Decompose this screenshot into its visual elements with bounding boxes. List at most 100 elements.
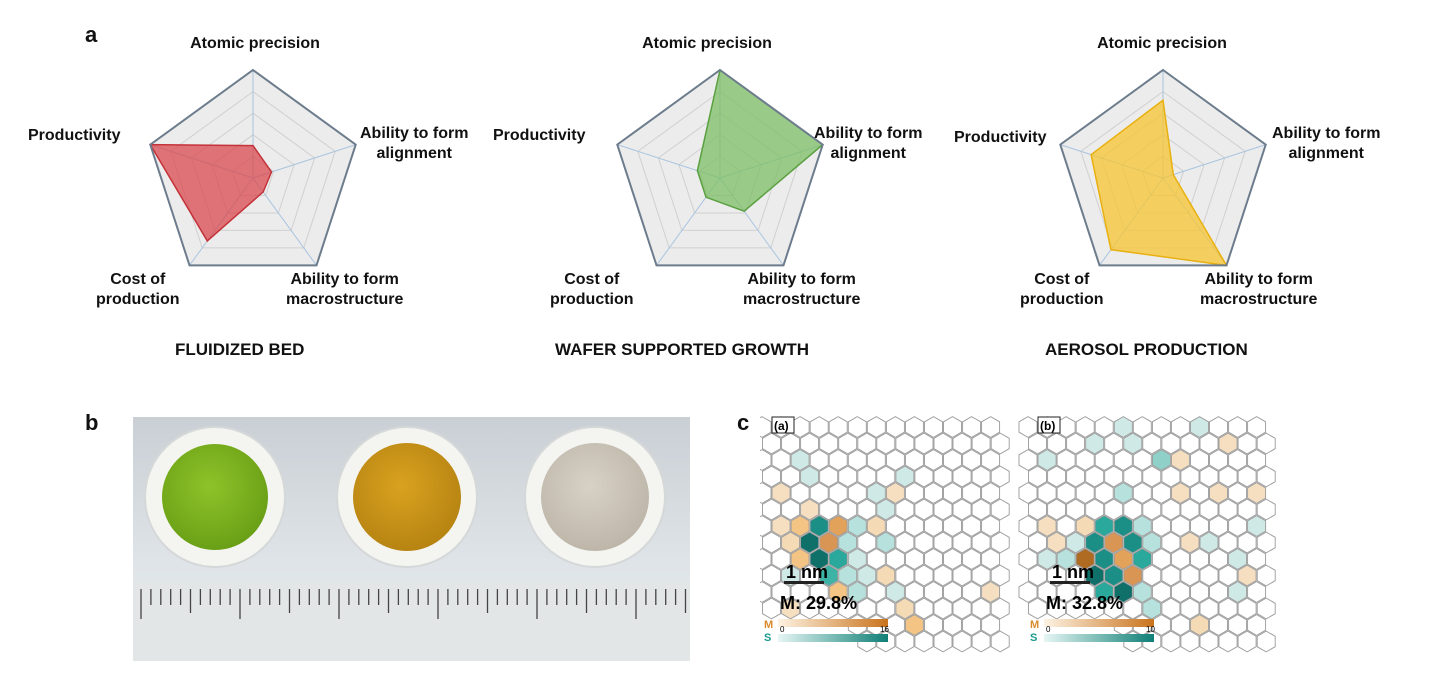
- hex-cell: [1209, 548, 1228, 570]
- hex-cell: [1190, 614, 1209, 636]
- hex-cell: [933, 630, 953, 653]
- scale-label: 1 nm: [1052, 562, 1094, 582]
- hex-cell: [981, 482, 1001, 504]
- hex-cell: [1066, 597, 1086, 620]
- hex-cell: [781, 597, 801, 620]
- hex-cell: [771, 515, 791, 537]
- radar-chart-wafer-supported-growth: Atomic precision Ability to form alignmen…: [487, 20, 922, 340]
- hex-cell: [1170, 449, 1190, 471]
- hex-cell: [760, 548, 772, 570]
- hex-cell: [800, 564, 820, 587]
- hex-cell: [1190, 581, 1209, 603]
- hex-cell: [1237, 597, 1257, 620]
- hex-cell: [895, 465, 915, 488]
- hex-cell: [819, 564, 839, 587]
- hex-cell: [1113, 449, 1133, 471]
- hex-cell: [1142, 531, 1162, 554]
- hex-cell: [1123, 564, 1143, 587]
- hex-cell: [914, 564, 934, 587]
- hex-cell: [828, 449, 848, 471]
- hex-cell: [800, 597, 820, 620]
- legend-m-label: M: [1030, 619, 1039, 631]
- hex-cell: [1075, 482, 1095, 504]
- hex-cell: [1018, 449, 1038, 471]
- hex-cell: [1170, 548, 1190, 570]
- hex-cell: [1037, 449, 1057, 471]
- hex-cell: [1151, 515, 1171, 537]
- axis-label-cost: Cost of production: [96, 271, 180, 308]
- hex-cell: [990, 465, 1010, 488]
- hex-cell: [1161, 498, 1181, 521]
- hex-cell: [895, 498, 915, 521]
- hex-cell: [1247, 416, 1267, 438]
- legend-s-gradient: [778, 634, 888, 642]
- hex-cell: [1199, 597, 1219, 620]
- hex-cell: [971, 465, 991, 488]
- hex-cell: [981, 581, 1001, 603]
- hex-cell: [1104, 432, 1124, 455]
- hex-cell: [1180, 630, 1200, 653]
- hex-cell: [857, 597, 877, 620]
- hex-cell: [924, 614, 943, 636]
- film-disc-amber: [353, 443, 461, 551]
- hex-cell: [847, 581, 867, 603]
- hex-cell: [771, 548, 791, 570]
- hex-cell: [1237, 432, 1257, 455]
- hex-cell: [1237, 498, 1257, 521]
- hex-cell: [762, 531, 781, 554]
- hex-cell: [800, 465, 820, 488]
- hex-cell: [838, 531, 858, 554]
- hex-cell: [847, 449, 867, 471]
- hex-cell: [962, 449, 982, 471]
- hex-cell: [895, 531, 915, 554]
- hex-cell: [914, 432, 934, 455]
- hex-cell: [1218, 531, 1238, 554]
- hex-cell: [1170, 416, 1190, 438]
- hex-cell: [838, 465, 858, 488]
- hex-cell: [1247, 515, 1267, 537]
- caption-wafer-supported-growth: WAFER SUPPORTED GROWTH: [555, 340, 810, 359]
- axis-label-macrostructure: Ability to form macrostructure: [1200, 271, 1318, 308]
- hex-cell: [1047, 564, 1067, 587]
- ruler-ticks: [140, 589, 687, 619]
- hex-cell: [838, 597, 858, 620]
- axis-label-cost: Cost of production: [1020, 271, 1104, 308]
- hex-cell: [1056, 515, 1076, 537]
- hex-cell: [1209, 581, 1228, 603]
- scale-bar: [1050, 581, 1090, 584]
- hex-cell: [990, 564, 1010, 587]
- hex-cell: [1066, 432, 1086, 455]
- hex-cell: [1075, 548, 1095, 570]
- hex-cell: [1123, 498, 1143, 521]
- hex-cell: [952, 465, 972, 488]
- hex-cell: [904, 614, 924, 636]
- hex-cell: [1199, 531, 1219, 554]
- axis-label-alignment: Ability to form alignment: [814, 125, 923, 162]
- hex-cell: [1218, 597, 1238, 620]
- hex-cell: [781, 465, 801, 488]
- hex-cell: [1047, 465, 1067, 488]
- hex-cell: [1094, 449, 1114, 471]
- hex-cell: [1209, 449, 1228, 471]
- hex-cell: [1237, 531, 1257, 554]
- hex-cell: [1161, 432, 1181, 455]
- panel-label-c: c: [737, 410, 750, 435]
- hex-cell: [933, 564, 953, 587]
- hex-cell: [1170, 614, 1190, 636]
- hex-cell: [790, 515, 810, 537]
- hex-cell: [971, 564, 991, 587]
- hex-cell: [914, 465, 934, 488]
- radar-svg: [148, 68, 357, 267]
- hex-cell: [971, 630, 991, 653]
- hex-cell: [952, 564, 972, 587]
- hex-cell: [866, 515, 886, 537]
- hex-cell: [914, 498, 934, 521]
- hex-cell: [895, 432, 915, 455]
- hex-cell: [952, 432, 972, 455]
- hex-cell: [1151, 482, 1171, 504]
- hex-cell: [1123, 432, 1143, 455]
- hex-cell: [971, 432, 991, 455]
- scale-label: 1 nm: [786, 562, 828, 582]
- hex-cell: [876, 564, 896, 587]
- hex-cell: [1190, 416, 1209, 438]
